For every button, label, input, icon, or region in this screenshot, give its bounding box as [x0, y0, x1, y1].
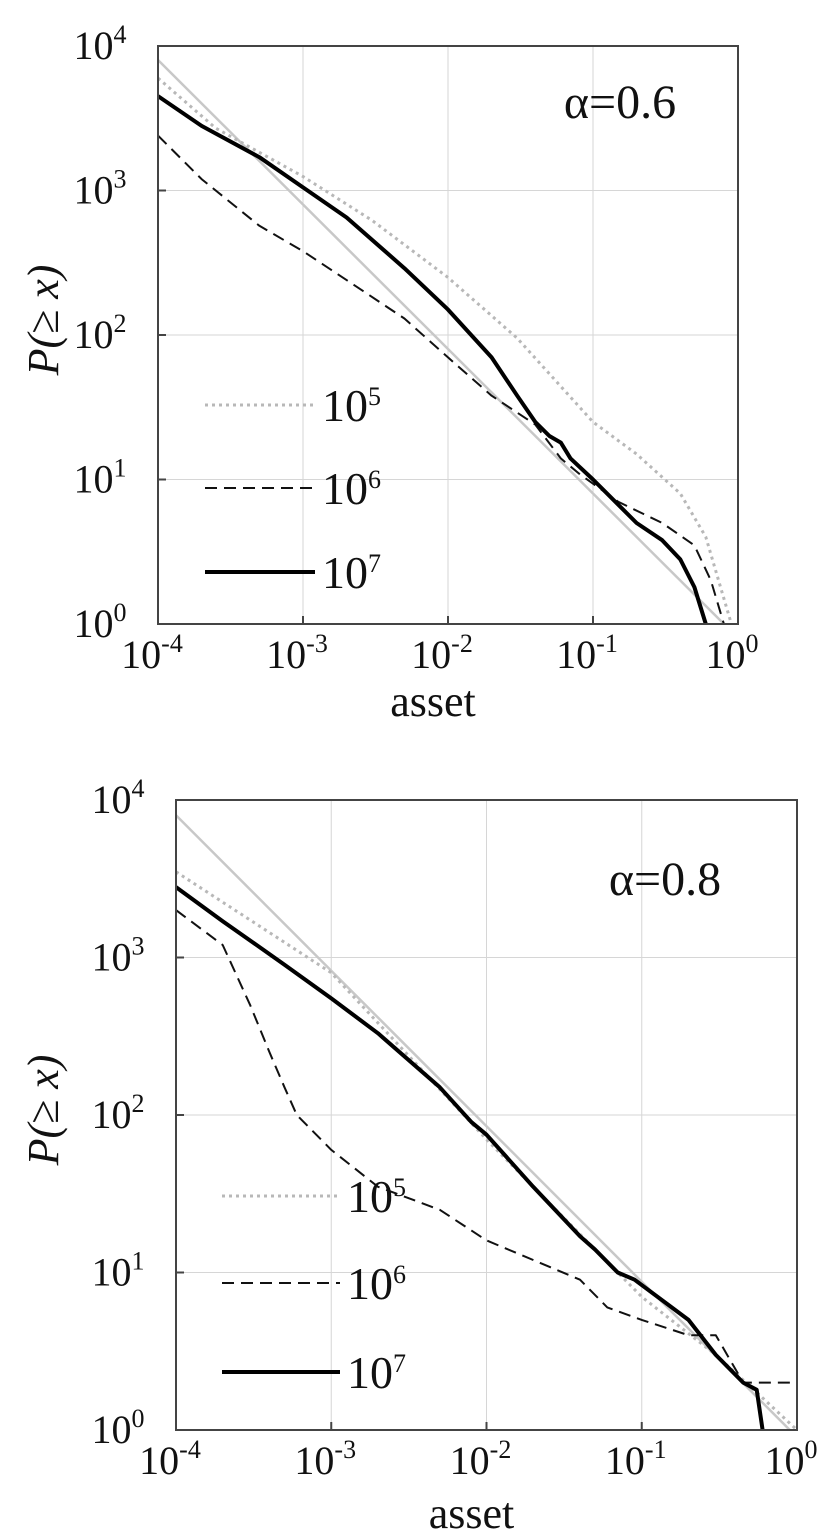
y-tick-label-base: 10	[92, 777, 132, 822]
legend-label-exponent: 7	[368, 549, 381, 578]
y-tick-label-exponent: 2	[114, 309, 127, 338]
y-tick-label: 103	[74, 165, 127, 213]
y-tick-label-base: 10	[74, 168, 114, 213]
y-axis-label: P(≥ x)	[19, 265, 68, 377]
legend-label: 105	[347, 1171, 406, 1222]
y-tick-label-exponent: 1	[114, 454, 127, 483]
x-tick-label-exponent: -2	[490, 1435, 512, 1464]
x-tick-label: 10-2	[450, 1435, 512, 1483]
series-line-10^5	[176, 870, 797, 1430]
x-tick-label-exponent: -1	[596, 629, 618, 658]
x-axis-label: asset	[390, 677, 476, 726]
chart-panel-2: 10-4 10-3 10-2 10-1 100100101102103104assetP…	[19, 774, 818, 1537]
x-tick-label-exponent: 0	[746, 629, 759, 658]
x-tick-label: 10-3	[294, 1435, 356, 1483]
y-tick-label: 104	[92, 774, 145, 822]
legend-label: 105	[322, 380, 381, 431]
legend-label-exponent: 6	[368, 465, 381, 494]
x-tick-label: 10-1	[556, 629, 618, 677]
legend-label-exponent: 5	[393, 1173, 406, 1202]
x-tick-label-base: 10	[266, 632, 306, 677]
y-tick-label-base: 10	[92, 935, 132, 980]
y-tick-label-base: 10	[74, 457, 114, 502]
x-tick-label-base: 10	[139, 1438, 179, 1483]
chart-panel-1: 10-4 10-3 10-2 10-1 100100101102103104assetP…	[19, 20, 759, 726]
legend-label-base: 10	[347, 1258, 393, 1309]
y-tick-label: 102	[92, 1089, 145, 1137]
plot-area	[158, 59, 733, 624]
legend-label-base: 10	[347, 1171, 393, 1222]
legend-label-exponent: 6	[393, 1260, 406, 1289]
y-tick-label: 100	[74, 598, 127, 646]
x-tick-label-exponent: 0	[805, 1435, 818, 1464]
y-tick-label: 103	[92, 932, 145, 980]
y-tick-label-exponent: 4	[132, 774, 145, 803]
series-line-10^5	[158, 76, 733, 624]
x-tick-label-base: 10	[556, 632, 596, 677]
y-tick-label-base: 10	[92, 1250, 132, 1295]
legend-label-base: 10	[322, 547, 368, 598]
y-tick-label-base: 10	[74, 312, 114, 357]
y-tick-label-exponent: 3	[132, 932, 145, 961]
y-axis-label: P(≥ x)	[19, 1055, 68, 1167]
x-tick-label-base: 10	[450, 1438, 490, 1483]
y-tick-label-exponent: 0	[132, 1404, 145, 1433]
legend-label: 107	[322, 547, 381, 598]
x-tick-label-exponent: -2	[451, 629, 473, 658]
y-tick-label-base: 10	[74, 23, 114, 68]
x-tick-label-exponent: -1	[645, 1435, 667, 1464]
legend-label: 107	[347, 1347, 406, 1398]
series-line-10^7	[158, 94, 708, 624]
x-tick-label: 10-4	[121, 629, 183, 677]
x-tick-label: 100	[706, 629, 759, 677]
x-axis-label: asset	[429, 1489, 515, 1537]
y-tick-label: 102	[74, 309, 127, 357]
y-tick-label-base: 10	[92, 1092, 132, 1137]
y-tick-label: 101	[92, 1247, 145, 1295]
x-tick-label-base: 10	[294, 1438, 334, 1483]
y-tick-label-exponent: 4	[114, 20, 127, 49]
reference-line	[176, 814, 792, 1430]
y-tick-label-exponent: 3	[114, 165, 127, 194]
x-tick-label-exponent: -4	[179, 1435, 201, 1464]
series-line-10^7	[176, 885, 765, 1430]
alpha-annotation: α=0.8	[609, 853, 721, 906]
y-tick-label-base: 10	[92, 1407, 132, 1452]
x-tick-label: 10-1	[605, 1435, 667, 1483]
legend-label-base: 10	[322, 463, 368, 514]
x-tick-label: 10-3	[266, 629, 328, 677]
y-tick-label: 104	[74, 20, 127, 68]
legend-label-base: 10	[347, 1347, 393, 1398]
x-tick-label-base: 10	[765, 1438, 805, 1483]
x-tick-label: 10-4	[139, 1435, 201, 1483]
legend-label-exponent: 7	[393, 1349, 406, 1378]
x-tick-label: 100	[765, 1435, 818, 1483]
y-tick-label-exponent: 0	[114, 598, 127, 627]
x-tick-label: 10-2	[411, 629, 473, 677]
x-tick-label-base: 10	[411, 632, 451, 677]
legend-label-exponent: 5	[368, 382, 381, 411]
y-tick-label: 100	[92, 1404, 145, 1452]
legend-label: 106	[347, 1258, 406, 1309]
legend-label: 106	[322, 463, 381, 514]
y-tick-label-base: 10	[74, 601, 114, 646]
alpha-annotation: α=0.6	[564, 76, 676, 129]
x-tick-label-base: 10	[605, 1438, 645, 1483]
plot-area	[176, 814, 797, 1430]
x-tick-label-exponent: -3	[306, 629, 328, 658]
y-tick-label-exponent: 1	[132, 1247, 145, 1276]
x-tick-label-exponent: -4	[161, 629, 183, 658]
x-tick-label-base: 10	[706, 632, 746, 677]
series-line-10^6	[176, 909, 797, 1384]
legend-label-base: 10	[322, 380, 368, 431]
x-tick-label-base: 10	[121, 632, 161, 677]
y-tick-label-exponent: 2	[132, 1089, 145, 1118]
series-line-10^6	[158, 134, 725, 624]
x-tick-label-exponent: -3	[334, 1435, 356, 1464]
y-tick-label: 101	[74, 454, 127, 502]
